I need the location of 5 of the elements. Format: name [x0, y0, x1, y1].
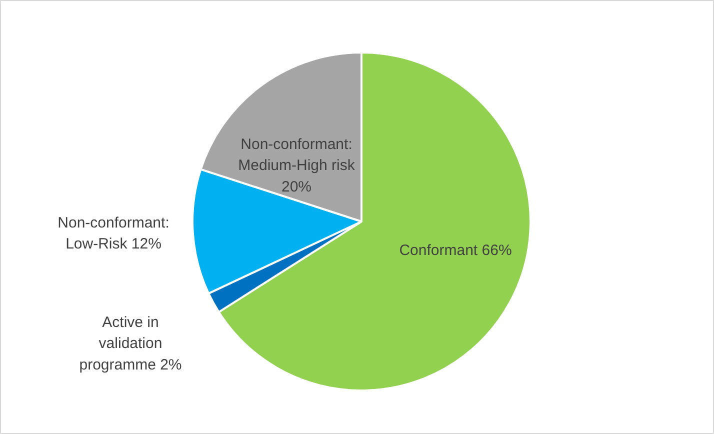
data-label: 20%: [281, 178, 312, 196]
slice-label: Conformant 66%: [399, 242, 512, 259]
slice-label: Non-conformant: Low-Risk 12%: [58, 214, 170, 253]
slice-label: Non-conformant: Medium-High risk: [238, 136, 356, 174]
slice-label: Active in validation programme 2%: [79, 314, 182, 374]
